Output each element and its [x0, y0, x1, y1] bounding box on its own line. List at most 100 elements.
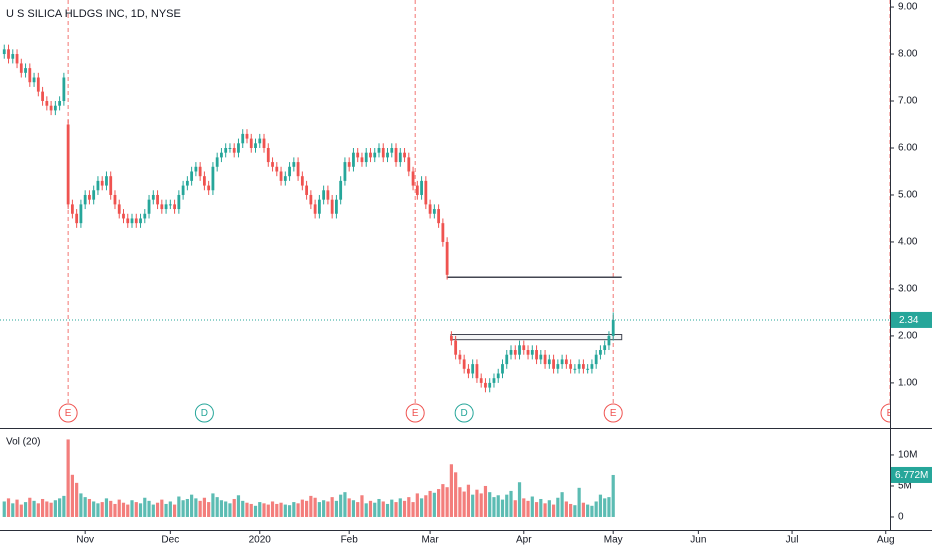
last-price-box — [891, 311, 932, 328]
volume-bar — [28, 497, 32, 517]
candle-body — [160, 204, 164, 210]
candle-body — [590, 364, 594, 369]
volume-bar — [164, 503, 168, 517]
volume-bar — [496, 495, 500, 517]
volume-bar — [283, 504, 287, 517]
volume-bar — [258, 502, 262, 517]
candle-body — [88, 194, 91, 200]
volume-bar — [564, 501, 568, 517]
candle-body — [220, 152, 223, 158]
event-label: E — [65, 408, 72, 419]
candle-body — [113, 194, 117, 205]
candle-body — [492, 378, 496, 383]
event-marker — [194, 403, 214, 423]
volume-bar — [394, 502, 398, 517]
volume-bar — [441, 484, 445, 517]
volume-bar — [160, 499, 164, 517]
volume-bar — [526, 500, 530, 517]
volume-bar — [313, 497, 317, 517]
candle-body — [407, 157, 411, 172]
candle-body — [505, 354, 509, 365]
candle-body — [437, 209, 441, 224]
volume-bar — [492, 497, 496, 517]
volume-bar — [79, 493, 83, 517]
volume-bar — [547, 500, 551, 517]
last-price-label: 2.34 — [899, 315, 919, 326]
candle-body — [530, 350, 534, 355]
volume-bar — [253, 505, 258, 517]
volume-bar — [36, 503, 40, 517]
volume-bar — [215, 497, 219, 517]
candle-body — [228, 147, 232, 149]
volume-bar — [126, 504, 130, 517]
volume-label: Vol (20) — [6, 437, 40, 448]
volume-tick-label: 5M — [898, 481, 912, 492]
candle-body — [41, 91, 44, 102]
candle-body — [462, 359, 466, 369]
candle-body — [398, 152, 402, 163]
volume-bar — [241, 500, 245, 517]
volume-bar — [32, 500, 36, 517]
candle-body — [543, 354, 547, 365]
y-tick-label: 6.00 — [898, 143, 918, 154]
volume-bar — [458, 487, 462, 517]
candle-body — [207, 185, 211, 191]
volume-bar — [390, 499, 394, 517]
volume-bar — [58, 498, 62, 517]
candle-body — [305, 185, 309, 195]
candle-body — [501, 364, 504, 374]
volume-bar — [577, 487, 581, 517]
volume-bar — [551, 504, 556, 517]
volume-bar — [224, 501, 228, 517]
candle-body — [300, 176, 304, 186]
candle-body — [335, 199, 338, 214]
volume-bar — [49, 502, 53, 517]
candle-body — [369, 152, 372, 158]
candle-body — [377, 147, 381, 153]
event-marker — [58, 403, 78, 423]
candle-body — [28, 68, 32, 83]
event-label: D — [461, 408, 468, 419]
rectangle-drawing — [450, 334, 623, 341]
candle-body — [296, 162, 300, 177]
candle-body — [117, 204, 121, 214]
candle-body — [394, 147, 398, 163]
candle-body — [156, 194, 159, 205]
volume-bar — [466, 484, 471, 517]
volume-bar — [560, 492, 564, 517]
candle-body — [181, 185, 185, 195]
volume-bar — [177, 496, 181, 517]
volume-bar — [113, 503, 117, 517]
candle-body — [126, 218, 130, 224]
volume-bar — [377, 498, 381, 517]
candle-body — [356, 152, 360, 158]
candle-body — [509, 350, 513, 355]
candle-body — [271, 162, 274, 167]
candle-body — [415, 185, 419, 195]
volume-bar — [569, 503, 573, 517]
x-tick-label: Dec — [161, 535, 179, 546]
last-volume-box — [891, 466, 932, 483]
x-tick-label: May — [604, 535, 623, 546]
volume-bar — [373, 502, 377, 517]
candle-body — [49, 105, 53, 111]
volume-bar — [70, 474, 74, 517]
volume-bar — [96, 503, 100, 517]
volume-bar — [479, 493, 483, 517]
candle-body — [66, 124, 70, 205]
candle-body — [496, 373, 500, 379]
candle-body — [577, 364, 581, 369]
volume-bar — [300, 499, 304, 517]
volume-bar — [360, 495, 364, 517]
price-pane: EDEDEE — [0, 0, 890, 423]
volume-bar — [172, 504, 177, 517]
volume-bar — [402, 500, 407, 517]
candle-body — [258, 138, 262, 144]
volume-bar — [45, 501, 49, 517]
candle-body — [96, 180, 100, 191]
candle-body — [122, 213, 125, 219]
candle-body — [249, 138, 253, 148]
candle-body — [262, 138, 266, 148]
volume-bar — [190, 494, 194, 517]
candle-body — [254, 143, 257, 148]
